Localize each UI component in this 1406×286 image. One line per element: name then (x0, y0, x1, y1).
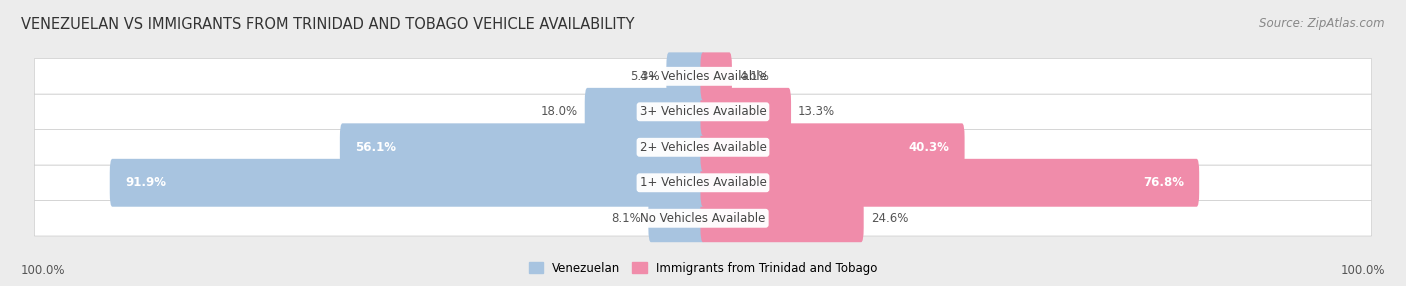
FancyBboxPatch shape (700, 159, 1199, 207)
Text: 40.3%: 40.3% (908, 141, 949, 154)
FancyBboxPatch shape (110, 159, 706, 207)
FancyBboxPatch shape (700, 194, 863, 242)
Text: 5.3%: 5.3% (630, 70, 659, 83)
Text: 8.1%: 8.1% (612, 212, 641, 225)
FancyBboxPatch shape (700, 88, 792, 136)
Text: 24.6%: 24.6% (870, 212, 908, 225)
Text: 100.0%: 100.0% (1340, 265, 1385, 277)
FancyBboxPatch shape (34, 59, 1372, 94)
Text: 100.0%: 100.0% (21, 265, 66, 277)
Text: 56.1%: 56.1% (356, 141, 396, 154)
Text: VENEZUELAN VS IMMIGRANTS FROM TRINIDAD AND TOBAGO VEHICLE AVAILABILITY: VENEZUELAN VS IMMIGRANTS FROM TRINIDAD A… (21, 17, 634, 32)
Text: 76.8%: 76.8% (1143, 176, 1184, 189)
Text: No Vehicles Available: No Vehicles Available (640, 212, 766, 225)
FancyBboxPatch shape (34, 94, 1372, 130)
Text: 2+ Vehicles Available: 2+ Vehicles Available (640, 141, 766, 154)
FancyBboxPatch shape (700, 123, 965, 171)
FancyBboxPatch shape (700, 52, 733, 100)
Text: 13.3%: 13.3% (799, 105, 835, 118)
Text: 3+ Vehicles Available: 3+ Vehicles Available (640, 105, 766, 118)
FancyBboxPatch shape (34, 130, 1372, 165)
Text: 91.9%: 91.9% (125, 176, 166, 189)
Text: 18.0%: 18.0% (540, 105, 578, 118)
FancyBboxPatch shape (648, 194, 706, 242)
Text: Source: ZipAtlas.com: Source: ZipAtlas.com (1260, 17, 1385, 30)
Legend: Venezuelan, Immigrants from Trinidad and Tobago: Venezuelan, Immigrants from Trinidad and… (524, 257, 882, 279)
Text: 4.1%: 4.1% (740, 70, 769, 83)
Text: 1+ Vehicles Available: 1+ Vehicles Available (640, 176, 766, 189)
FancyBboxPatch shape (666, 52, 706, 100)
FancyBboxPatch shape (34, 165, 1372, 200)
FancyBboxPatch shape (34, 200, 1372, 236)
FancyBboxPatch shape (585, 88, 706, 136)
Text: 4+ Vehicles Available: 4+ Vehicles Available (640, 70, 766, 83)
FancyBboxPatch shape (340, 123, 706, 171)
